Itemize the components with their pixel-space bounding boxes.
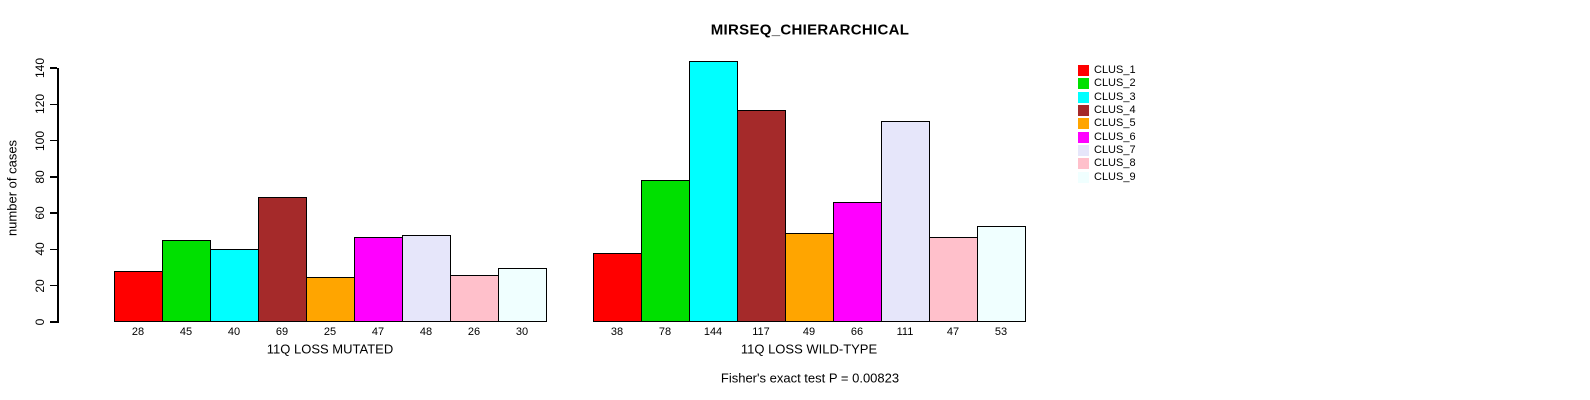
y-axis-tick bbox=[50, 321, 57, 323]
bar-value-label: 30 bbox=[515, 326, 529, 338]
y-axis-tick-label: 140 bbox=[33, 57, 47, 79]
legend-item: CLUS_2 bbox=[1078, 77, 1136, 90]
legend-swatch bbox=[1078, 158, 1089, 170]
y-axis-tick-label: 120 bbox=[33, 94, 47, 115]
legend: CLUS_1 CLUS_2 CLUS_3 CLUS_4 CLUS_5 CLUS_6 CLUS… bbox=[1078, 64, 1136, 184]
bar bbox=[689, 60, 738, 322]
bar bbox=[737, 109, 786, 322]
legend-swatch bbox=[1078, 91, 1089, 103]
y-axis-tick bbox=[50, 212, 57, 214]
bar-value-label: 69 bbox=[275, 326, 289, 338]
y-axis-tick-label: 20 bbox=[33, 279, 47, 293]
legend-label: CLUS_9 bbox=[1094, 170, 1136, 183]
y-axis-tick-label: 100 bbox=[33, 130, 47, 151]
legend-label: CLUS_6 bbox=[1094, 130, 1136, 143]
y-axis-tick bbox=[50, 284, 57, 287]
bar-value-label: 26 bbox=[467, 326, 481, 338]
bar bbox=[162, 240, 211, 322]
bar bbox=[450, 274, 499, 322]
y-axis-tick bbox=[50, 67, 57, 69]
bar-value-label: 49 bbox=[802, 326, 816, 338]
legend-item: CLUS_3 bbox=[1078, 91, 1136, 104]
bar-value-label: 25 bbox=[323, 326, 337, 338]
bar bbox=[402, 234, 451, 322]
legend-item: CLUS_4 bbox=[1078, 104, 1136, 117]
bar bbox=[498, 267, 547, 322]
legend-label: CLUS_7 bbox=[1094, 143, 1136, 156]
legend-label: CLUS_4 bbox=[1094, 104, 1136, 117]
bar-value-label: 38 bbox=[610, 326, 624, 338]
bar bbox=[977, 225, 1026, 322]
legend-swatch bbox=[1078, 78, 1089, 90]
legend-item: CLUS_7 bbox=[1078, 144, 1136, 157]
bar bbox=[593, 253, 642, 322]
fisher-test-annotation: Fisher's exact test P = 0.00823 bbox=[720, 370, 900, 386]
bar bbox=[833, 202, 882, 322]
y-axis-tick bbox=[50, 139, 57, 142]
bar-value-label: 53 bbox=[994, 326, 1008, 338]
bar-value-label: 144 bbox=[703, 326, 723, 338]
y-axis-tick-label: 0 bbox=[33, 318, 47, 326]
bar-value-label: 78 bbox=[658, 326, 672, 338]
bar bbox=[929, 236, 978, 322]
legend-swatch bbox=[1078, 118, 1089, 130]
bar-value-label: 40 bbox=[227, 326, 241, 338]
legend-label: CLUS_8 bbox=[1094, 157, 1136, 170]
y-axis-tick bbox=[50, 248, 57, 251]
bar bbox=[785, 233, 834, 322]
bar bbox=[258, 196, 307, 322]
y-axis-tick-label: 40 bbox=[33, 242, 47, 257]
y-axis-tick-label: 60 bbox=[33, 206, 47, 220]
legend-item: CLUS_5 bbox=[1078, 117, 1136, 130]
legend-swatch bbox=[1078, 65, 1089, 77]
bar-value-label: 47 bbox=[946, 326, 960, 338]
legend-label: CLUS_1 bbox=[1094, 64, 1136, 77]
bar-value-label: 66 bbox=[850, 326, 864, 338]
bar-value-label: 45 bbox=[179, 326, 193, 338]
bar-value-label: 47 bbox=[371, 326, 385, 338]
group-axis-label: 11Q LOSS MUTATED bbox=[266, 341, 394, 357]
bar bbox=[881, 120, 930, 322]
bar-value-label: 28 bbox=[131, 326, 145, 338]
y-axis-title: number of cases bbox=[4, 139, 20, 237]
legend-label: CLUS_3 bbox=[1094, 90, 1136, 103]
legend-label: CLUS_5 bbox=[1094, 117, 1136, 130]
legend-swatch bbox=[1078, 171, 1089, 183]
y-axis-tick bbox=[50, 176, 57, 178]
legend-swatch bbox=[1078, 144, 1089, 156]
legend-swatch bbox=[1078, 131, 1089, 143]
legend-label: CLUS_2 bbox=[1094, 77, 1136, 90]
y-axis-tick-label: 80 bbox=[33, 170, 47, 184]
y-axis-tick bbox=[50, 103, 57, 106]
bar bbox=[114, 271, 163, 322]
legend-item: CLUS_6 bbox=[1078, 130, 1136, 143]
chart-title: MIRSEQ_CHIERARCHICAL bbox=[710, 21, 910, 39]
bar bbox=[641, 180, 690, 322]
bar-value-label: 117 bbox=[752, 326, 770, 338]
legend-item: CLUS_8 bbox=[1078, 157, 1136, 170]
bar-value-label: 48 bbox=[419, 326, 433, 338]
bar bbox=[306, 276, 355, 322]
y-axis-line bbox=[57, 68, 59, 323]
legend-item: CLUS_1 bbox=[1078, 64, 1136, 77]
bar bbox=[354, 236, 403, 322]
bar bbox=[210, 249, 259, 322]
legend-item: CLUS_9 bbox=[1078, 170, 1136, 183]
legend-swatch bbox=[1078, 105, 1089, 117]
group-axis-label: 11Q LOSS WILD-TYPE bbox=[740, 341, 878, 357]
bar-value-label: 111 bbox=[896, 326, 914, 338]
